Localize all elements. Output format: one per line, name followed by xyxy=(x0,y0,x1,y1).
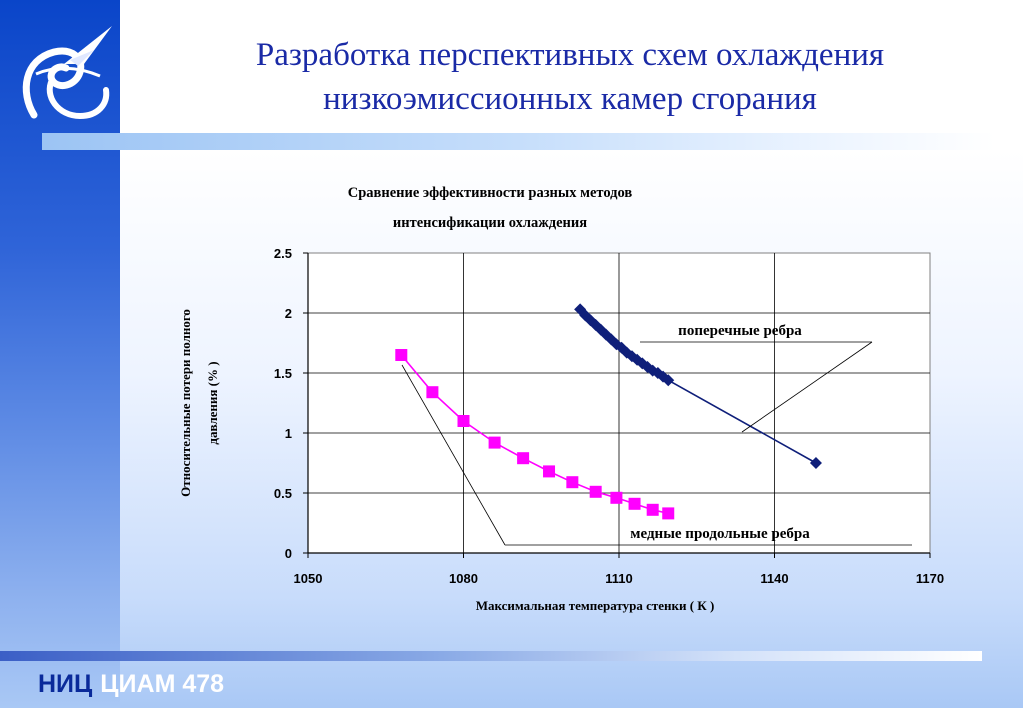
footer-slide-number: ЦИАМ 478 xyxy=(100,670,225,698)
x-axis-title: Максимальная температура стенки ( К ) xyxy=(476,598,715,613)
data-point xyxy=(809,457,822,469)
data-point xyxy=(488,436,501,449)
data-point xyxy=(517,452,530,465)
page-title: Разработка перспективных схем охлаждения… xyxy=(150,33,990,121)
chart-title-line-1: Сравнение эффективности разных методов xyxy=(348,185,633,201)
data-point xyxy=(625,350,638,363)
x-tick-label: 1170 xyxy=(916,571,944,586)
chart-title-line-2: интенсификации охлаждения xyxy=(393,215,587,231)
footer: НИЦ ЦИАМ 478 xyxy=(38,670,224,699)
footer-bar xyxy=(0,651,982,661)
data-point xyxy=(620,346,633,359)
annotation-transverse-label: поперечные ребра xyxy=(678,323,802,339)
annotation-transverse-leader xyxy=(741,341,873,433)
tick-labels: 1050 1080 1110 1140 1170 0 0.5 1 1.5 2 2.5 xyxy=(274,246,944,586)
data-point xyxy=(646,503,659,516)
annotation-copper-label: медные продольные ребра xyxy=(630,526,810,542)
title-underline-bar xyxy=(42,133,995,150)
data-point xyxy=(579,309,592,322)
data-point xyxy=(610,491,623,504)
y-axis-title: Относительные потери полного давления (%… xyxy=(178,309,220,497)
y-axis-title-line-1: Относительные потери полного xyxy=(178,309,193,497)
series-layer xyxy=(395,303,822,520)
data-point xyxy=(662,507,675,520)
data-point xyxy=(566,476,579,489)
data-point xyxy=(395,349,408,361)
x-tick-label: 1140 xyxy=(760,571,788,586)
data-point xyxy=(426,386,439,399)
x-tick-label: 1110 xyxy=(605,571,633,586)
sidebar-band xyxy=(0,0,120,708)
y-tick-label: 1 xyxy=(285,426,292,441)
footer-org: НИЦ xyxy=(38,670,93,698)
data-point xyxy=(610,338,623,351)
data-point xyxy=(589,485,602,498)
y-tick-label: 0.5 xyxy=(274,486,292,501)
y-tick-label: 2 xyxy=(285,306,292,321)
data-point xyxy=(543,465,556,478)
annotation-copper: медные продольные ребра xyxy=(401,364,912,546)
x-tick-label: 1050 xyxy=(294,571,323,586)
chart: Сравнение эффективности разных методов и… xyxy=(178,185,944,613)
page-title-line-2: низкоэмиссионных камер сгорания xyxy=(323,81,817,117)
grid-lines xyxy=(308,253,930,553)
y-tick-label: 0 xyxy=(285,546,292,561)
page-title-line-1: Разработка перспективных схем охлаждения xyxy=(255,37,885,73)
data-point xyxy=(457,415,470,427)
axes xyxy=(303,252,931,558)
annotation-copper-leader xyxy=(401,364,506,546)
data-point xyxy=(628,497,641,510)
data-point xyxy=(662,374,675,387)
aircraft-emblem-icon xyxy=(22,26,112,120)
x-tick-label: 1080 xyxy=(449,571,478,586)
annotation-transverse: поперечные ребра xyxy=(640,323,873,433)
y-tick-label: 1.5 xyxy=(274,366,292,381)
y-axis-title-line-2: давления (% ) xyxy=(205,361,220,444)
series-0 xyxy=(574,303,822,469)
data-point xyxy=(584,314,597,327)
y-tick-label: 2.5 xyxy=(274,246,292,261)
series-1 xyxy=(395,349,675,520)
